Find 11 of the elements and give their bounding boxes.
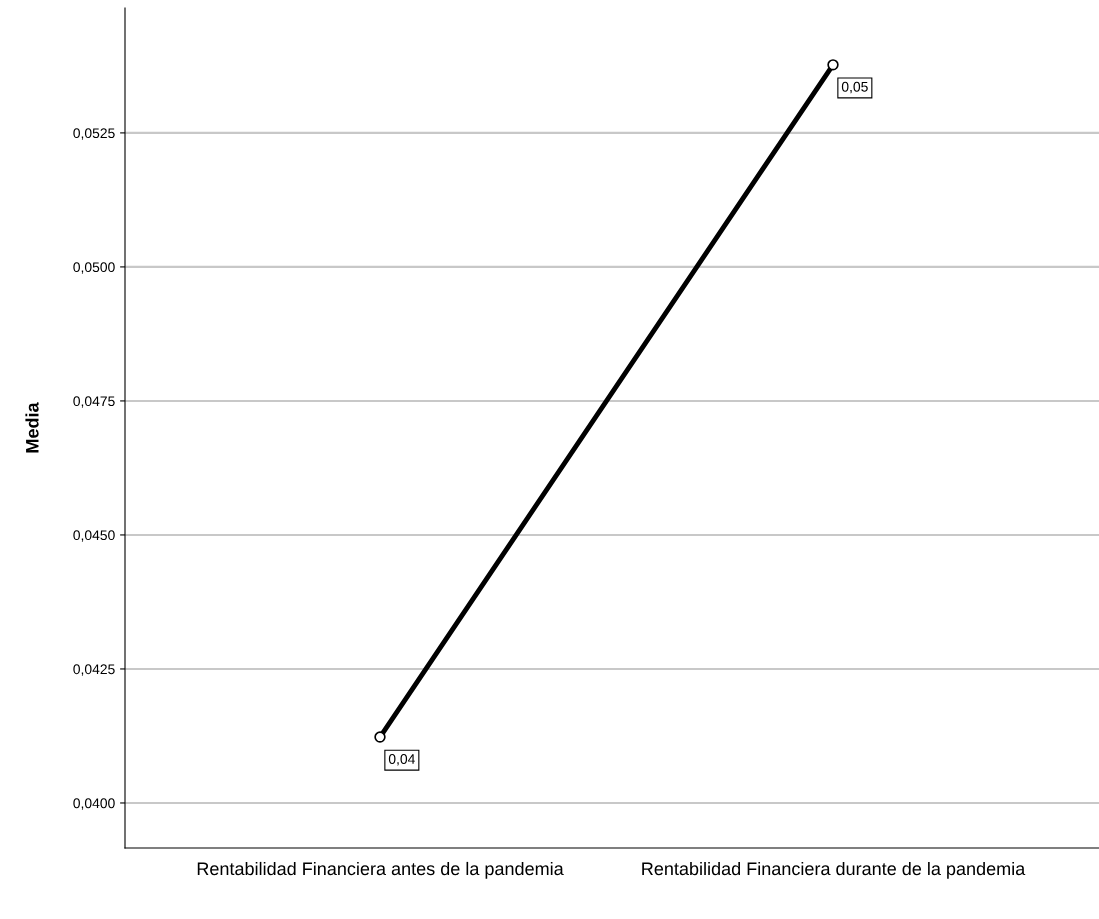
- y-tick-label: 0,0525: [73, 128, 115, 140]
- y-tick-label: 0,0400: [73, 798, 115, 810]
- data-label: 0,05: [841, 81, 868, 94]
- y-tick-label: 0,0500: [73, 262, 115, 274]
- y-tick-label: 0,0475: [73, 396, 115, 408]
- y-tick-label: 0,0425: [73, 664, 115, 676]
- y-tick-label: 0,0450: [73, 530, 115, 542]
- x-tick-label: Rentabilidad Financiera antes de la pandemia: [197, 861, 564, 879]
- x-tick-label: Rentabilidad Financiera durante de la pandemia: [642, 861, 1026, 879]
- y-axis-title: Media: [25, 402, 39, 453]
- data-label: 0,04: [388, 754, 415, 766]
